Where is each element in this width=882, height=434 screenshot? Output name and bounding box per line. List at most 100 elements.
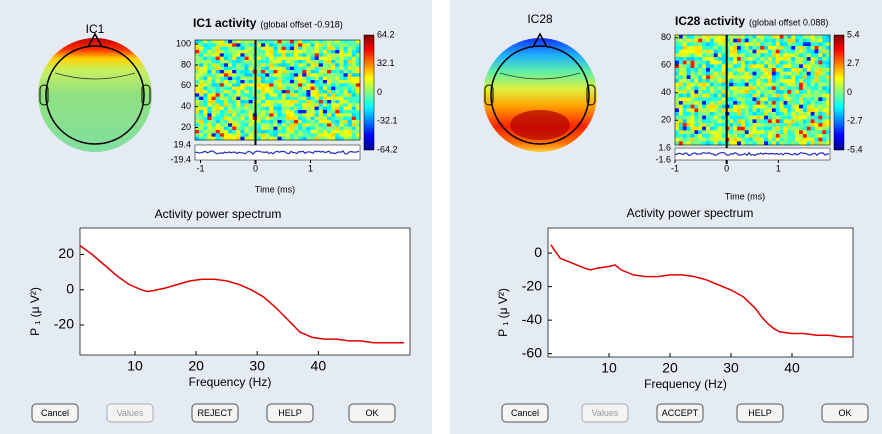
erp-pixel (802, 71, 808, 76)
erp-pixel (223, 106, 229, 111)
erp-pixel (783, 71, 788, 76)
erp-pixel (289, 126, 295, 131)
erp-pixel (675, 42, 680, 47)
erp-pixel (756, 71, 761, 76)
erp-pixel (717, 71, 722, 76)
erp-pixel (314, 136, 320, 141)
erp-pixel (756, 141, 761, 146)
erp-pixel (694, 93, 699, 98)
erp-pixel (285, 60, 291, 64)
erp-pixel (702, 104, 707, 109)
erp-pixel (335, 110, 340, 114)
erp-pixel (779, 108, 784, 113)
erp-pixel (764, 137, 769, 142)
erp-pixel (775, 101, 780, 105)
erp-pixel (694, 115, 699, 120)
erp-pixel (702, 35, 707, 39)
erp-pixel (335, 123, 340, 127)
button[interactable] (821, 403, 869, 423)
erp-pixel (207, 50, 212, 54)
erp-pixel (806, 82, 811, 87)
erp-pixel (269, 116, 274, 121)
erp-pixel (289, 50, 295, 54)
erp-pixel (335, 40, 340, 44)
erp-pixel (335, 63, 340, 67)
erp-pixel (215, 106, 221, 111)
erp-pixel (799, 68, 804, 72)
erp-pixel (289, 103, 295, 107)
erp-pixel (207, 83, 212, 87)
erp-pixel (802, 35, 808, 39)
button[interactable] (736, 403, 784, 423)
erp-pixel (675, 119, 680, 124)
erp-pixel (236, 46, 241, 51)
erp-pixel (818, 82, 823, 87)
erp-pixel (721, 57, 726, 61)
erp-pixel (199, 66, 204, 71)
erp-pixel (273, 100, 278, 104)
erp-pixel (806, 115, 811, 120)
erp-pixel (269, 96, 274, 101)
erp-pixel (795, 79, 800, 83)
erp-pixel (261, 63, 266, 67)
erp-pixel (335, 136, 340, 141)
erp-pixel (694, 141, 699, 146)
erp-pixel (686, 115, 691, 120)
erp-pixel (775, 108, 780, 113)
erp-pixel (818, 53, 823, 58)
erp-pixel (768, 49, 773, 54)
erp-pixel (771, 86, 777, 91)
erp-pixel (737, 130, 742, 135)
button[interactable] (266, 403, 314, 423)
erp-pixel (694, 90, 699, 94)
erp-pixel (294, 100, 299, 104)
erp-pixel (219, 60, 225, 64)
erp-pixel (717, 49, 722, 54)
erp-pixel (318, 63, 324, 67)
erp-pixel (335, 70, 340, 74)
erp-pixel (822, 97, 827, 102)
erp-pixel (306, 70, 311, 74)
erp-pixel (269, 86, 274, 91)
erp-pixel (694, 71, 699, 76)
erp-pixel (256, 73, 262, 77)
erp-pixel (298, 76, 303, 81)
erp-pixel (223, 43, 229, 47)
erp-pixel (818, 46, 823, 50)
erp-pixel (277, 56, 282, 61)
erp-pixel (310, 60, 315, 64)
nose (87, 32, 103, 48)
erp-pixel (223, 113, 229, 117)
erp-pixel (783, 57, 788, 61)
erp-pixel (775, 119, 780, 124)
erp-pixel (737, 134, 742, 138)
erp-pixel (818, 141, 823, 146)
button[interactable] (348, 403, 396, 423)
button[interactable] (501, 403, 549, 423)
erp-pixel (706, 35, 711, 39)
erp-pixel (678, 53, 684, 58)
erp-pixel (261, 90, 266, 94)
erp-pixel (269, 130, 274, 134)
erp-pixel (779, 68, 784, 72)
erp-pixel (277, 63, 282, 67)
erp-pixel (775, 86, 780, 91)
button[interactable] (31, 403, 79, 423)
erp-pixel (228, 120, 233, 124)
erp-pixel (289, 90, 295, 94)
erp-pixel (729, 86, 734, 91)
erp-pixel (740, 134, 746, 138)
ear (484, 84, 494, 106)
button[interactable] (656, 403, 704, 423)
erp-pixel (277, 50, 282, 54)
erp-pixel (713, 93, 718, 98)
erp-pixel (335, 130, 340, 134)
erp-pixel (698, 90, 703, 94)
erp-pixel (273, 80, 278, 84)
erp-pixel (737, 79, 742, 83)
button[interactable] (191, 403, 239, 423)
erp-pixel (248, 120, 254, 124)
erp-pixel (335, 86, 340, 91)
erp-pixel (261, 73, 266, 77)
erp-pixel (285, 40, 291, 44)
